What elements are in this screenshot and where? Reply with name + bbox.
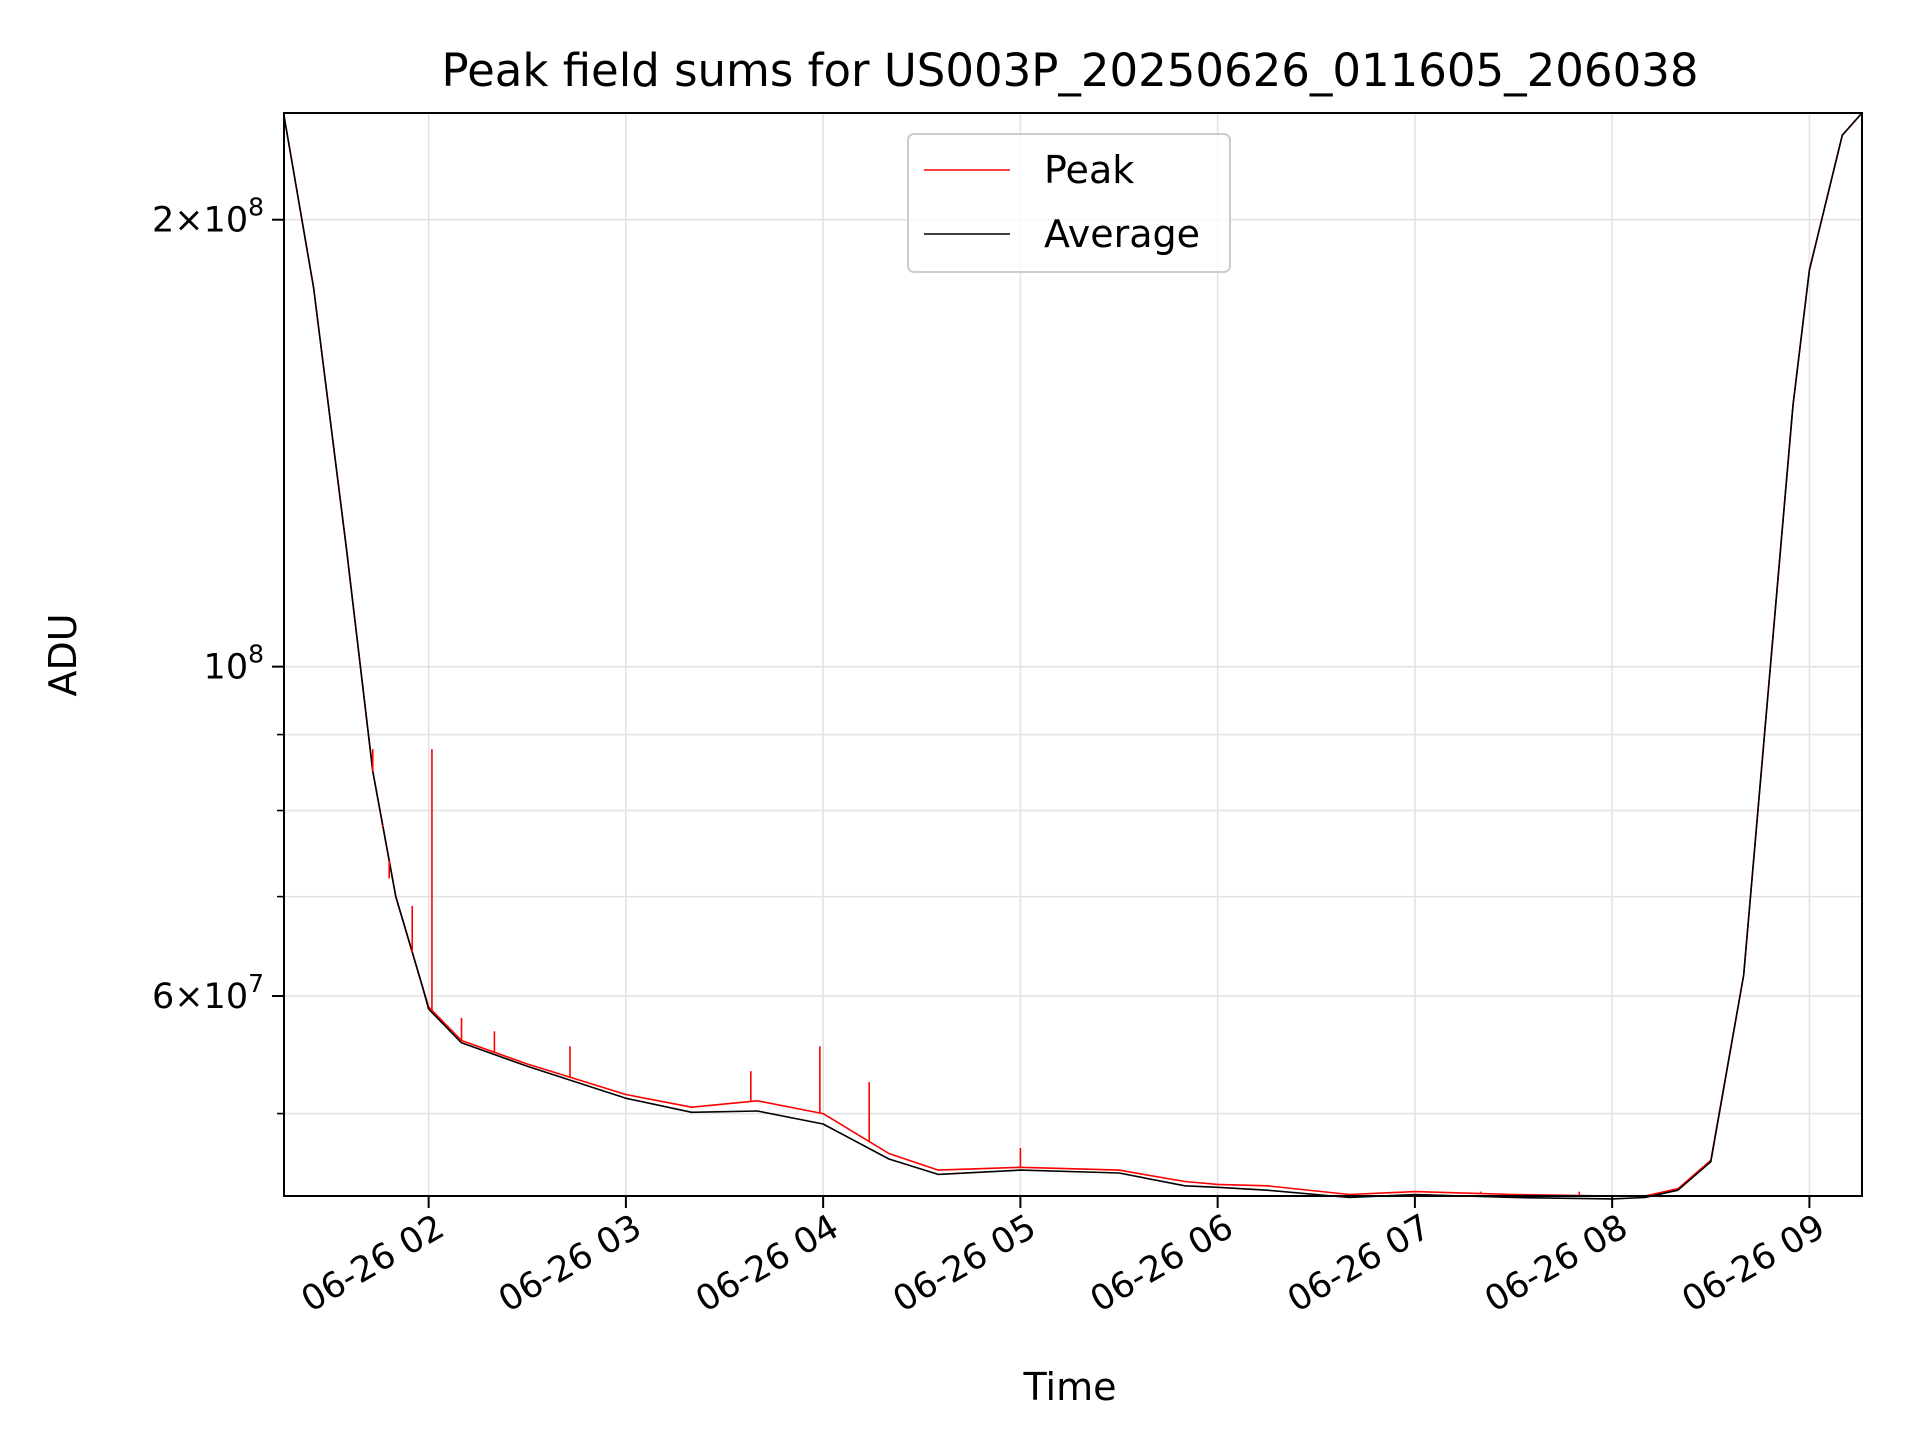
- series-line-average: [283, 112, 1863, 1200]
- legend-label-average: Average: [1044, 212, 1200, 256]
- chart-title: Peak field sums for US003P_20250626_0116…: [442, 44, 1699, 97]
- legend-box: [907, 133, 1231, 273]
- y-tick-label: 108: [204, 640, 264, 688]
- plot-lines: [283, 112, 1863, 1200]
- y-tick-label: 2×108: [152, 193, 264, 241]
- y-tick-label: 6×107: [152, 969, 264, 1017]
- y-axis-label: ADU: [41, 613, 85, 696]
- plot-frame: [283, 112, 1863, 1197]
- y-axis: 2×108 108 6×107: [152, 193, 284, 1115]
- legend-label-peak: Peak: [1044, 148, 1134, 192]
- grid: [284, 113, 1862, 1196]
- legend: Peak Average: [907, 133, 1231, 273]
- x-axis-label: Time: [1023, 1365, 1117, 1409]
